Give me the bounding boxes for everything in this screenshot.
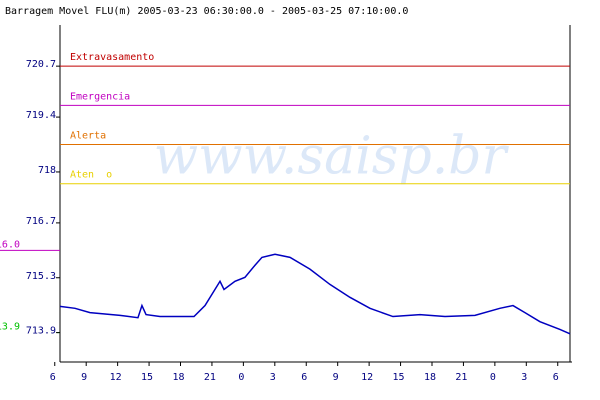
threshold-label: Emergencia	[70, 91, 130, 102]
x-tick-label: 0	[490, 372, 496, 383]
marker-label: 716.0	[0, 239, 20, 250]
x-tick-label: 21	[455, 372, 467, 383]
threshold-label: Extravasamento	[70, 52, 154, 63]
x-tick-label: 18	[172, 372, 184, 383]
x-tick-label: 21	[204, 372, 216, 383]
threshold-label: Alerta	[70, 131, 106, 142]
x-tick-label: 9	[81, 372, 87, 383]
y-tick-label: 713.9	[26, 326, 56, 337]
x-tick-label: 6	[301, 372, 307, 383]
y-tick-label: 718	[38, 165, 56, 176]
y-tick-label: 720.7	[26, 59, 56, 70]
x-tick-label: 12	[110, 372, 122, 383]
watermark: www.saisp.br	[154, 127, 510, 187]
y-tick-label: 715.3	[26, 271, 56, 282]
y-tick-label: 719.4	[26, 110, 56, 121]
x-tick-label: 15	[393, 372, 405, 383]
x-tick-label: 18	[424, 372, 436, 383]
x-tick-label: 12	[361, 372, 373, 383]
x-tick-label: 3	[521, 372, 527, 383]
x-tick-label: 9	[333, 372, 339, 383]
threshold-label: Aten o	[70, 170, 112, 181]
y-tick-label: 716.7	[26, 216, 56, 227]
x-tick-label: 6	[50, 372, 56, 383]
chart-title: Barragem Movel FLU(m) 2005-03-23 06:30:0…	[5, 6, 408, 17]
x-tick-label: 6	[553, 372, 559, 383]
x-tick-label: 3	[270, 372, 276, 383]
data-line	[59, 253, 571, 335]
marker-label: 713.9	[0, 322, 20, 333]
x-tick-label: 15	[141, 372, 153, 383]
x-tick-label: 0	[238, 372, 244, 383]
